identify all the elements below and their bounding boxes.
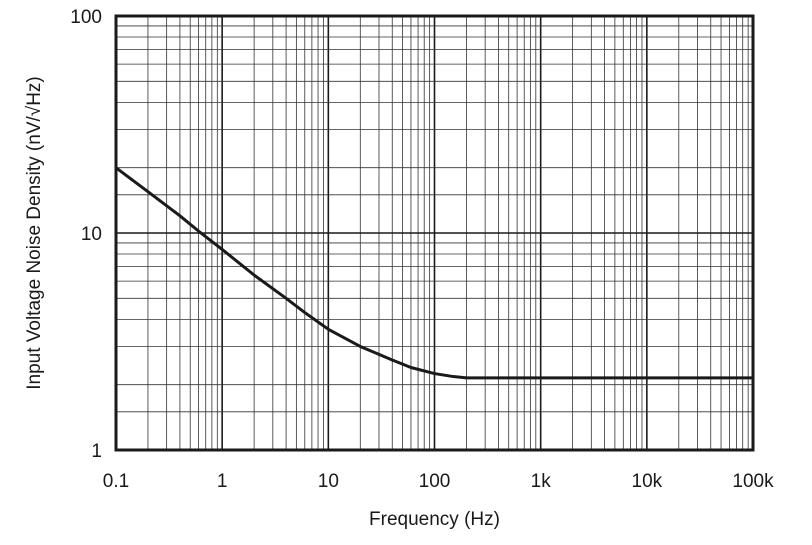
x-tick-label: 10 [318, 471, 339, 492]
y-tick-label: 1 [91, 441, 102, 462]
x-tick-label: 0.1 [103, 471, 129, 492]
x-tick-label: 100 [419, 471, 451, 492]
x-tick-label: 1 [217, 471, 228, 492]
grid [116, 16, 753, 450]
y-axis-title: Input Voltage Noise Density (nV/√Hz) [24, 76, 45, 390]
y-tick-label: 10 [81, 224, 102, 245]
x-tick-label: 1k [531, 471, 552, 492]
series-layer [114, 166, 755, 380]
x-tick-label: 100k [732, 471, 774, 492]
series-line-1 [114, 166, 755, 380]
x-axis-title: Frequency (Hz) [369, 509, 500, 530]
y-tick-labels: 1 10 100 [70, 7, 102, 462]
x-tick-labels: 0.1 1 10 100 1k 10k 100k [103, 471, 774, 492]
plot-frame [114, 14, 755, 452]
x-tick-label: 10k [632, 471, 663, 492]
y-tick-label: 100 [70, 7, 102, 28]
